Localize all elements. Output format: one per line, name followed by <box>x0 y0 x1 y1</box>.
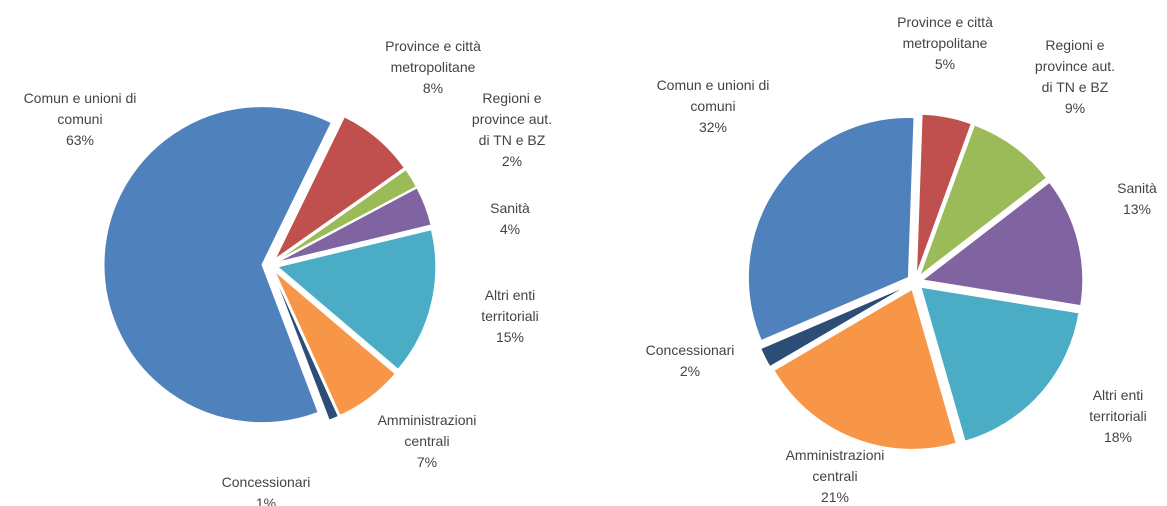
slice-label: Regioni e province aut. di TN e BZ 2% <box>472 88 552 172</box>
category-name: Regioni e province aut. di TN e BZ <box>1034 37 1116 95</box>
category-name: Concessionari <box>221 474 311 490</box>
value-label: 18% <box>1103 429 1133 445</box>
category-name: Province e città metropolitane <box>385 38 481 75</box>
category-name: Comun e unioni di comuni <box>656 77 770 114</box>
slice-label: Sanità 13% <box>1117 178 1157 220</box>
value-label: 8% <box>422 80 444 96</box>
category-name: Province e città metropolitane <box>897 14 993 51</box>
pie-slice <box>276 169 417 262</box>
pie-slice <box>760 285 909 368</box>
slice-label: Concessionari 2% <box>646 340 735 382</box>
pie-slice <box>274 116 405 260</box>
category-name: Altri enti territoriali <box>1089 387 1147 424</box>
pie-slice <box>747 117 915 342</box>
slice-label: Comun e unioni di comuni 63% <box>24 88 137 151</box>
category-name: Amministrazioni centrali <box>377 412 477 449</box>
value-label: 2% <box>501 153 523 169</box>
slice-label: Regioni e province aut. di TN e BZ 9% <box>1035 35 1115 119</box>
value-label: 5% <box>934 56 956 72</box>
pie-slice <box>276 229 437 370</box>
pie-slice <box>918 124 1048 277</box>
slice-label: Sanità 4% <box>490 198 530 240</box>
value-label: 2% <box>679 363 701 379</box>
category-name: Altri enti territoriali <box>481 287 539 324</box>
category-name: Concessionari <box>645 342 735 358</box>
category-name: Regioni e province aut. di TN e BZ <box>471 90 553 148</box>
slice-label: Amministrazioni centrali 21% <box>786 445 885 506</box>
value-label: 4% <box>499 221 521 237</box>
slice-label: Altri enti territoriali 15% <box>481 285 539 348</box>
pie-slice <box>921 181 1084 307</box>
value-label: 9% <box>1064 100 1086 116</box>
value-label: 63% <box>65 132 95 148</box>
pie-slice <box>920 286 1080 442</box>
value-label: 13% <box>1122 201 1152 217</box>
slice-label: Altri enti territoriali 18% <box>1089 385 1147 448</box>
slice-label: Province e città metropolitane 8% <box>385 36 481 99</box>
pie-slice <box>916 113 972 275</box>
category-name: Amministrazioni centrali <box>785 447 885 484</box>
slice-label: Concessionari 1% <box>222 472 311 506</box>
category-name: Sanità <box>490 200 530 216</box>
value-label: 15% <box>495 329 525 345</box>
value-label: 21% <box>820 489 850 505</box>
value-label: 7% <box>416 454 438 470</box>
pie-slice <box>272 272 340 421</box>
pie-slice <box>773 288 957 450</box>
value-label: 1% <box>255 495 277 506</box>
pie-slice <box>274 271 396 416</box>
slice-label: Province e città metropolitane 5% <box>897 12 993 75</box>
category-name: Comun e unioni di comuni <box>23 90 137 127</box>
slice-label: Comun e unioni di comuni 32% <box>657 75 770 138</box>
pie-slice <box>277 187 432 263</box>
category-name: Sanità <box>1117 180 1157 196</box>
pie-slice <box>103 106 332 424</box>
value-label: 32% <box>698 119 728 135</box>
slice-label: Amministrazioni centrali 7% <box>378 410 477 473</box>
